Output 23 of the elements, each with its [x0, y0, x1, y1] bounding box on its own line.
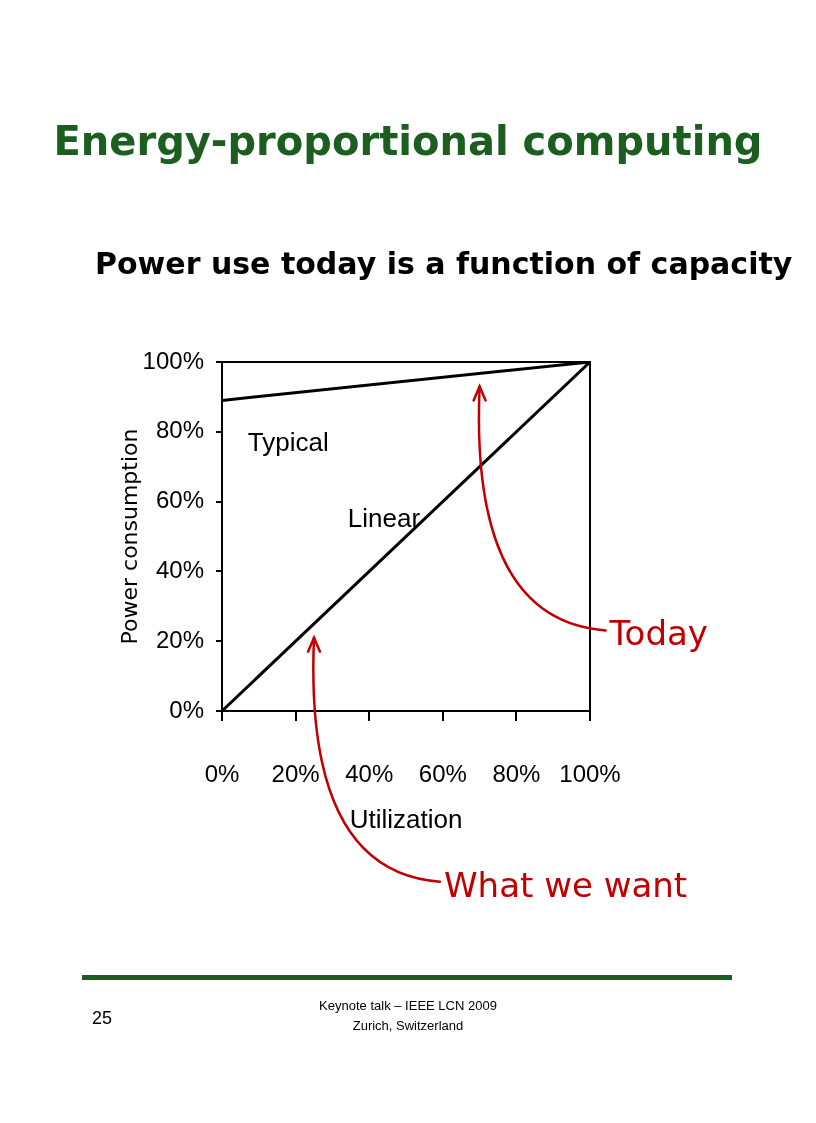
- y-tick-label: 60%: [155, 486, 204, 514]
- y-tick-label: 100%: [142, 346, 204, 374]
- y-tick-label: 80%: [155, 416, 204, 444]
- chart-title: Energy-proportional computing: [52, 118, 764, 164]
- x-tick-label: 80%: [492, 760, 541, 788]
- chart-subtitle: Power use today is a function of capacity: [95, 246, 793, 281]
- y-tick-label: 40%: [155, 556, 204, 584]
- x-tick-label: 0%: [204, 760, 240, 788]
- series-label: Typical: [247, 426, 329, 457]
- x-tick-label: 40%: [345, 760, 394, 788]
- x-tick-label: 20%: [271, 760, 320, 788]
- x-axis-title: Utilization: [349, 803, 463, 834]
- text: 25: [92, 1008, 113, 1029]
- text: Zurich, Switzerland: [352, 1018, 464, 1033]
- x-tick-label: 100%: [559, 760, 621, 788]
- text: What we want: [444, 864, 688, 905]
- y-tick-label: 0%: [169, 695, 204, 723]
- text: Keynote talk – IEEE LCN 2009: [319, 998, 497, 1013]
- text: Today: [608, 613, 708, 654]
- y-tick-label: 20%: [155, 625, 204, 653]
- y-axis-title: Power consumption: [116, 428, 142, 645]
- x-tick-label: 60%: [418, 760, 467, 788]
- series-label: Linear: [347, 502, 421, 533]
